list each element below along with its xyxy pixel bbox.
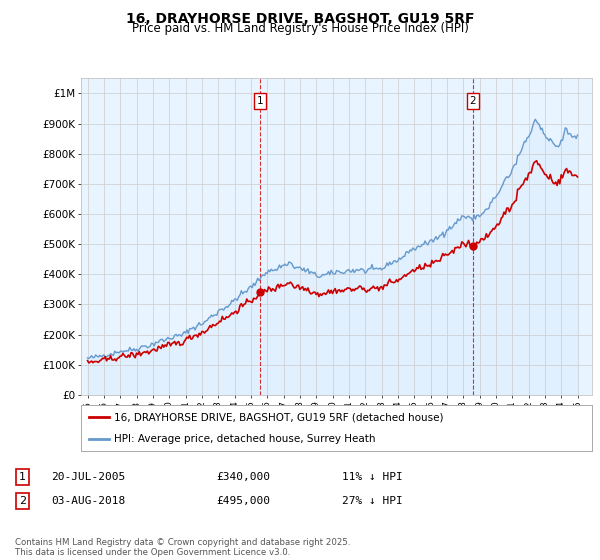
Text: 2: 2 [469, 96, 476, 106]
Text: 16, DRAYHORSE DRIVE, BAGSHOT, GU19 5RF: 16, DRAYHORSE DRIVE, BAGSHOT, GU19 5RF [126, 12, 474, 26]
Text: 03-AUG-2018: 03-AUG-2018 [51, 496, 125, 506]
Text: Contains HM Land Registry data © Crown copyright and database right 2025.
This d: Contains HM Land Registry data © Crown c… [15, 538, 350, 557]
Text: HPI: Average price, detached house, Surrey Heath: HPI: Average price, detached house, Surr… [114, 435, 376, 444]
Text: 1: 1 [19, 472, 26, 482]
Text: 11% ↓ HPI: 11% ↓ HPI [342, 472, 403, 482]
Text: £495,000: £495,000 [216, 496, 270, 506]
Text: £340,000: £340,000 [216, 472, 270, 482]
Text: 27% ↓ HPI: 27% ↓ HPI [342, 496, 403, 506]
Text: 1: 1 [257, 96, 263, 106]
Text: 16, DRAYHORSE DRIVE, BAGSHOT, GU19 5RF (detached house): 16, DRAYHORSE DRIVE, BAGSHOT, GU19 5RF (… [114, 412, 444, 422]
Text: 2: 2 [19, 496, 26, 506]
Text: Price paid vs. HM Land Registry's House Price Index (HPI): Price paid vs. HM Land Registry's House … [131, 22, 469, 35]
Text: 20-JUL-2005: 20-JUL-2005 [51, 472, 125, 482]
